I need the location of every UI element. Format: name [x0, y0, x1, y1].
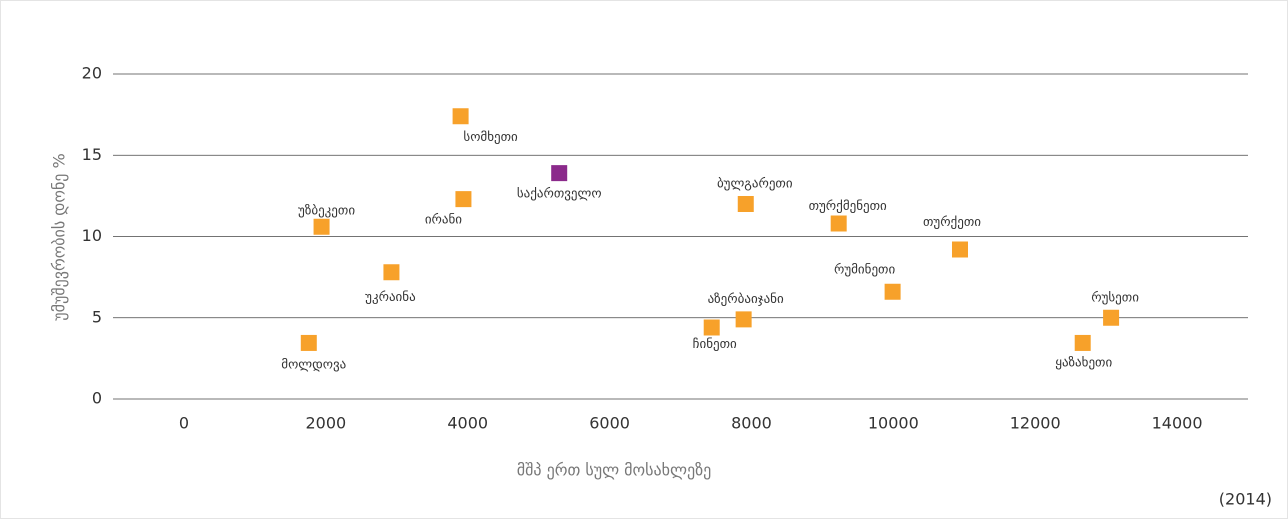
point-label: საქართველო: [517, 187, 602, 202]
point: [551, 165, 568, 182]
point-label: სომხეთი: [463, 130, 518, 145]
point: [383, 264, 400, 281]
x-axis-title: მშპ ერთ სულ მოსახლეზე: [517, 461, 712, 480]
x-tick-label: 6000: [589, 414, 630, 433]
point-label: თურქეთი: [923, 215, 981, 230]
x-tick-label: 10000: [868, 414, 919, 433]
point: [1103, 309, 1120, 326]
x-tick-label: 4000: [447, 414, 488, 433]
point-label: ჩინეთი: [693, 337, 737, 352]
point: [455, 191, 472, 208]
point: [737, 196, 754, 212]
point: [951, 241, 968, 258]
point: [300, 334, 317, 351]
point: [452, 108, 469, 125]
x-tick-label: 2000: [305, 414, 346, 433]
point-label: თურქმენეთი: [809, 199, 887, 214]
point-label: ყაზახეთი: [1055, 355, 1112, 370]
x-tick-label: 0: [179, 414, 189, 433]
y-tick-label: 5: [92, 307, 102, 326]
point-label: ირანი: [425, 213, 462, 228]
point: [735, 311, 752, 328]
point: [830, 215, 847, 232]
point-label: რუმინეთი: [834, 262, 895, 277]
x-tick-label: 8000: [731, 414, 772, 433]
y-tick-label: 10: [82, 226, 102, 245]
note: (2014): [1219, 490, 1272, 509]
y-axis-title: უმუშევრობის დონე %: [50, 153, 69, 320]
point: [703, 319, 720, 336]
point-label: ბულგარეთი: [717, 177, 793, 192]
x-tick-label: 12000: [1010, 414, 1061, 433]
point-label: უკრაინა: [365, 290, 416, 305]
y-tick-label: 15: [82, 145, 102, 164]
point-label: უზბეკეთი: [298, 203, 355, 218]
y-tick-label: 0: [92, 389, 102, 408]
point-label: მოლდოვა: [281, 357, 346, 372]
point: [1074, 334, 1091, 351]
point: [313, 218, 330, 235]
x-tick-label: 14000: [1152, 414, 1203, 433]
point: [884, 283, 901, 300]
point-label: რუსეთი: [1091, 290, 1139, 305]
point-label: აზერბაიჯანი: [708, 292, 784, 307]
y-tick-label: 20: [82, 64, 102, 83]
